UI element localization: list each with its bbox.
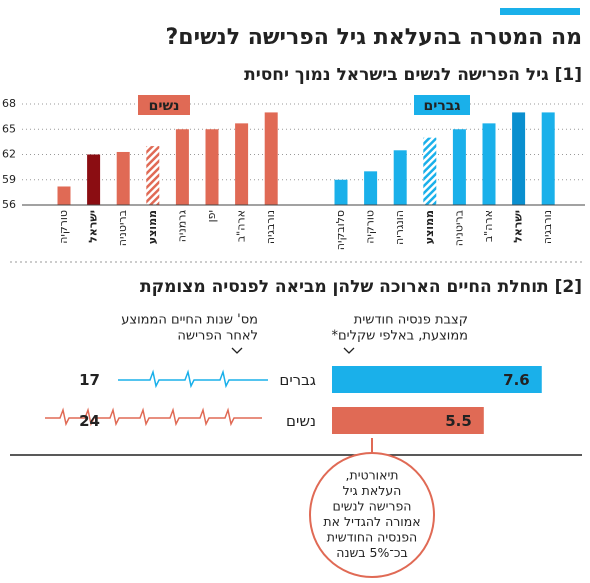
category-label: נורבגיה xyxy=(264,210,277,244)
y-tick-label: 59 xyxy=(2,173,16,186)
heartbeat xyxy=(45,407,262,427)
bar xyxy=(393,150,407,205)
series-label: נשים xyxy=(286,412,316,430)
section-title: [2] תוחלת החיים הארוכה שלהן מביאה לפנסיה… xyxy=(140,277,582,297)
bar xyxy=(334,179,348,205)
value-label: 7.6 xyxy=(503,371,530,389)
bar xyxy=(175,129,189,205)
category-label: יפן xyxy=(205,210,218,222)
category-label: סלובקיה xyxy=(334,210,347,250)
column-label: מס' שנות החיים הממוצע xyxy=(121,313,258,328)
heartbeat xyxy=(118,369,268,389)
y-tick-label: 65 xyxy=(2,122,16,135)
category-label: ישראל xyxy=(512,210,525,243)
category-label: בריטניה xyxy=(452,210,465,246)
category-label: טורקיה xyxy=(364,210,377,244)
bar xyxy=(332,366,542,393)
main-title: מה המטרה בהעלאת גיל הפרישה לנשים? xyxy=(166,25,582,50)
category-label: ישראל xyxy=(87,210,100,243)
chevrons xyxy=(231,347,355,354)
bar xyxy=(512,112,526,205)
group-label-box xyxy=(414,95,470,115)
note-line: תיאורטית, xyxy=(346,468,399,483)
section-title: [1] גיל הפרישה לנשים בישראל נמוך יחסית xyxy=(244,65,582,85)
category-label: ממוצע xyxy=(423,210,436,244)
bar xyxy=(423,137,437,205)
category-label: גרמניה xyxy=(175,210,188,243)
note-line: העלאת גיל xyxy=(343,483,402,498)
bar xyxy=(235,123,249,205)
bar xyxy=(146,146,160,205)
column-label: קצבת פנסיה חודשית xyxy=(354,313,468,328)
column-label: ממוצעת, באלפי שקלים* xyxy=(332,329,468,344)
y-tick-label: 68 xyxy=(2,97,16,110)
group-label-box xyxy=(138,95,190,115)
note-line: אמורה להגדיל את xyxy=(323,514,420,529)
years-value: 24 xyxy=(79,412,100,430)
group-label: נשים xyxy=(149,98,180,114)
bar xyxy=(364,171,378,205)
category-label: ארה"ב xyxy=(482,210,495,242)
bar xyxy=(264,112,278,205)
note-line: הפנסיה החודשית xyxy=(327,530,417,545)
y-tick-label: 62 xyxy=(2,148,16,161)
bar xyxy=(332,407,484,434)
bar xyxy=(57,186,71,205)
value-label: 5.5 xyxy=(445,412,472,430)
bar xyxy=(116,151,130,205)
category-label: טורקיה xyxy=(57,210,70,244)
bar xyxy=(482,123,496,205)
column-label: לאחר הפרישה xyxy=(177,329,258,344)
category-label: ממוצע xyxy=(146,210,159,244)
accent-bar xyxy=(500,8,580,15)
bar xyxy=(541,112,555,205)
y-tick-label: 56 xyxy=(2,198,16,211)
bar xyxy=(87,154,101,205)
years-value: 17 xyxy=(79,371,100,389)
note-bubble xyxy=(309,452,435,578)
bar xyxy=(205,129,219,205)
category-label: נורבגיה xyxy=(541,210,554,244)
category-label: בריטניה xyxy=(116,210,129,246)
note-line: בכ־5% בשנה xyxy=(336,545,407,560)
group-label: גברים xyxy=(423,98,460,114)
category-label: ארה"ב xyxy=(235,210,248,242)
category-label: הונגריה xyxy=(393,210,406,245)
bar xyxy=(452,129,466,205)
note-line: הפרישה לנשים xyxy=(333,499,412,514)
series-label: גברים xyxy=(279,371,316,389)
